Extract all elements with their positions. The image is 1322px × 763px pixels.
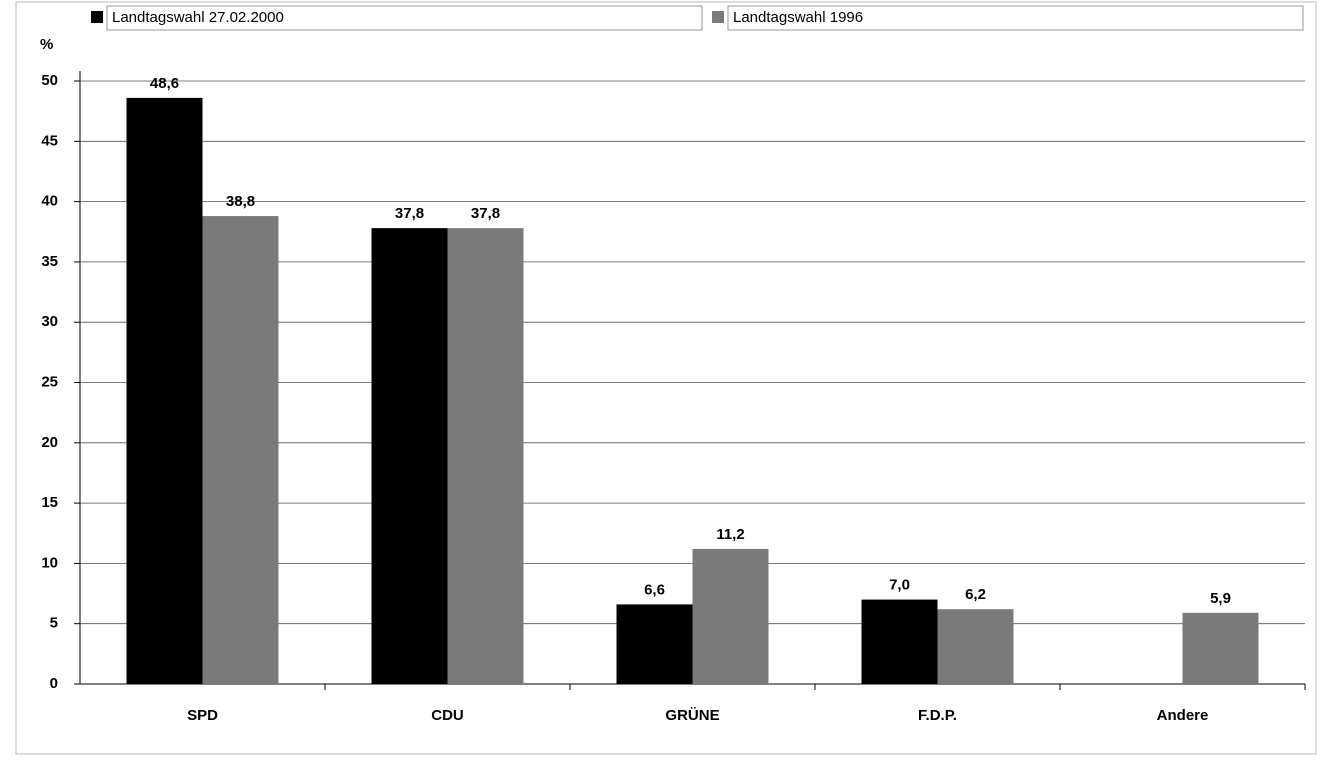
x-tick-label: F.D.P. [918, 707, 957, 724]
bar [937, 609, 1014, 684]
y-tick-label: 0 [50, 675, 58, 692]
data-label: 48,6 [150, 75, 179, 92]
y-tick-label: 10 [41, 554, 58, 571]
y-tick-label: 5 [50, 615, 58, 632]
bar [447, 228, 524, 684]
data-label: 5,9 [1210, 590, 1231, 607]
bar [861, 599, 938, 684]
y-tick-label: 15 [41, 494, 58, 511]
bar [692, 548, 769, 684]
x-tick-label: GRÜNE [665, 707, 719, 724]
x-tick-label: Andere [1157, 707, 1209, 724]
legend-swatch [91, 11, 103, 23]
bar [371, 228, 448, 684]
x-tick-label: SPD [187, 707, 218, 724]
legend-box [106, 5, 703, 31]
y-tick-label: 25 [41, 373, 58, 390]
x-tick-label: CDU [431, 707, 464, 724]
y-tick-label: 35 [41, 253, 58, 270]
y-tick-label: 40 [41, 193, 58, 210]
data-label: 6,2 [965, 586, 986, 603]
legend-label: Landtagswahl 27.02.2000 [112, 9, 284, 26]
legend-label: Landtagswahl 1996 [733, 9, 863, 26]
y-tick-label: 45 [41, 132, 58, 149]
data-label: 37,8 [395, 205, 424, 222]
data-label: 6,6 [644, 581, 665, 598]
y-tick-label: 20 [41, 434, 58, 451]
bar [616, 604, 693, 684]
legend-swatch [712, 11, 724, 23]
data-label: 37,8 [471, 205, 500, 222]
y-tick-label: 50 [41, 72, 58, 89]
chart-frame [15, 1, 1317, 755]
bar [126, 97, 203, 684]
y-axis-label: % [40, 36, 53, 53]
bar [202, 216, 279, 684]
data-label: 38,8 [226, 193, 255, 210]
data-label: 7,0 [889, 577, 910, 594]
bar [1182, 612, 1259, 684]
legend-box [727, 5, 1304, 31]
data-label: 11,2 [716, 526, 744, 543]
y-tick-label: 30 [41, 313, 58, 330]
